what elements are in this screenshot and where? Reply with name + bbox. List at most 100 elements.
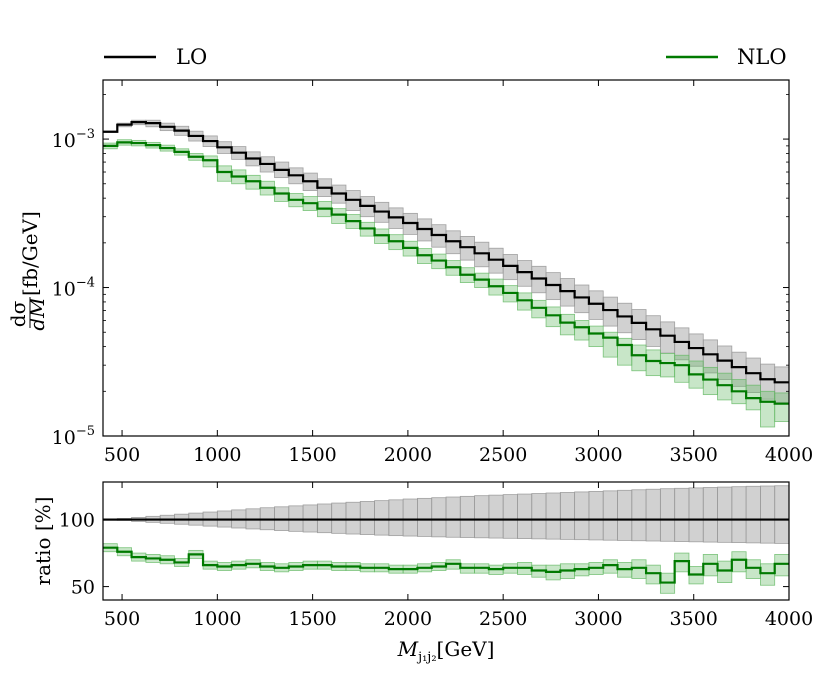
svg-text:Mj₁j₂[GeV]: Mj₁j₂[GeV]: [397, 637, 495, 665]
main-bands: [102, 119, 790, 428]
ratio-lo-band-bin: [502, 494, 518, 539]
main-lo-band-bin: [502, 254, 518, 281]
main-nlo-band-bin: [674, 354, 690, 383]
x-tick-label: 500: [104, 444, 140, 466]
legend-lo-label: LO: [176, 45, 207, 69]
ratio-nlo-band-bin: [774, 554, 790, 577]
ratio-lo-band-bin: [717, 486, 733, 543]
main-lo-band-bin: [474, 241, 490, 268]
main-nlo-band-bin: [559, 313, 576, 336]
main-nlo-band-bin: [517, 292, 533, 311]
ratio-lo-band-bin: [417, 497, 433, 537]
main-frame: [102, 79, 790, 437]
ratio-lo-band-bin: [559, 492, 576, 540]
main-y-axis-label: dσ dM [fb/GeV]: [6, 211, 49, 330]
ratio-lo-band-bin: [531, 493, 547, 540]
main-nlo-band-bin: [631, 344, 647, 372]
ratio-frame: [102, 481, 790, 601]
legend: LO NLO: [104, 45, 787, 69]
ratio-nlo-band-bin: [731, 551, 747, 573]
main-lo-band-bin: [517, 260, 533, 287]
ylabel-fraction-denominator: dM: [25, 297, 49, 331]
ratio-lo-band-bin: [774, 485, 790, 544]
main-lo-band-bin: [617, 302, 633, 334]
ratio-nlo-band-bin: [745, 559, 761, 579]
ratio-lo-band-bin: [445, 496, 461, 538]
main-lo-band-bin: [559, 278, 576, 307]
main-lines: [103, 121, 789, 405]
main-lo-band-bin: [588, 290, 604, 320]
main-lo-band-bin: [545, 272, 561, 301]
ratio-lo-band-bin: [431, 497, 447, 538]
main-panel: 500 1000 1500 2000 2500 3000 3500 4000 10−3 10−4 1…: [6, 79, 813, 466]
main-lo-band-bin: [602, 296, 618, 327]
ratio-lo-band-bin: [474, 495, 490, 539]
main-lo-band-bin: [659, 321, 676, 354]
ylabel-unit: [fb/GeV]: [18, 211, 42, 296]
ratio-bands: [102, 485, 790, 594]
ratio-nlo-line: [103, 546, 789, 584]
ratio-lo-band-bin: [688, 487, 704, 543]
ratio-panel: 500 1000 1500 2000 2500 3000 3500 4000 50 100 rat…: [31, 481, 813, 665]
ratio-lo-band-bin: [745, 485, 761, 544]
ratio-lo-band-bin: [459, 495, 475, 538]
ratio-lo-band-bin: [760, 485, 776, 544]
main-lo-line: [103, 121, 789, 384]
xlabel-sub: j₁j₂: [416, 650, 436, 665]
x-tick-label: 1500: [288, 608, 336, 630]
main-nlo-band-bin: [588, 325, 604, 348]
x-tick-label: 3500: [670, 444, 718, 466]
x-tick-label: 2500: [479, 444, 527, 466]
main-nlo-band-bin: [702, 366, 718, 396]
ratio-lo-band-bin: [374, 500, 390, 536]
y-tick-label: 10−3: [52, 127, 95, 152]
ratio-lo-band-bin: [359, 501, 375, 535]
main-lo-band-bin: [574, 284, 590, 314]
ratio-lo-band-bin: [659, 488, 676, 542]
ratio-lo-band-bin: [645, 488, 661, 542]
legend-nlo-label: NLO: [737, 45, 787, 69]
ratio-lo-band-bin: [402, 498, 418, 537]
ratio-nlo-band-bin: [760, 563, 776, 586]
y-tick-label: 50: [71, 577, 95, 599]
x-tick-label: 3000: [574, 444, 622, 466]
ratio-lo-band-bin: [316, 503, 333, 534]
ratio-y-axis-label: ratio [%]: [31, 497, 55, 586]
ylabel-fraction-numerator: dσ: [6, 300, 30, 327]
ratio-lo-band-bin: [702, 487, 718, 543]
main-nlo-band-bin: [574, 320, 590, 341]
ratio-lo-band-bin: [631, 489, 647, 542]
ratio-nlo-band-bin: [717, 560, 733, 583]
main-nlo-band-bin: [545, 306, 561, 328]
ratio-lo-band-bin: [331, 502, 347, 534]
ratio-nlo-band-bin: [631, 559, 647, 579]
x-tick-label: 3000: [574, 608, 622, 630]
x-tick-label: 3500: [670, 608, 718, 630]
ratio-lines: [103, 518, 789, 584]
y-tick-label: 100: [59, 510, 95, 532]
ratio-lo-band-bin: [674, 487, 690, 542]
main-nlo-band-bin: [659, 353, 676, 378]
ratio-lo-band-bin: [545, 492, 561, 540]
y-tick-label: 10−5: [52, 424, 95, 449]
main-lo-band-bin: [645, 315, 661, 347]
main-nlo-band-bin: [602, 331, 618, 358]
x-tick-label: 500: [104, 608, 140, 630]
xlabel-unit: [GeV]: [437, 637, 495, 661]
main-nlo-band-bin: [774, 392, 790, 423]
x-tick-label: 1500: [288, 444, 336, 466]
ratio-lo-band-bin: [488, 494, 504, 539]
ratio-nlo-band-bin: [702, 554, 718, 577]
main-lo-band-bin: [631, 309, 647, 340]
x-tick-label: 1000: [193, 444, 241, 466]
x-tick-label: 2000: [384, 608, 432, 630]
main-nlo-band-bin: [617, 337, 633, 366]
main-nlo-band-bin: [331, 208, 347, 224]
ratio-nlo-band-bin: [602, 559, 618, 574]
x-tick-label: 1000: [193, 608, 241, 630]
main-nlo-band-bin: [274, 187, 290, 202]
main-nlo-band-bin: [531, 299, 547, 319]
x-tick-label: 4000: [765, 444, 813, 466]
ratio-lo-band-bin: [345, 501, 361, 535]
xlabel-base: M: [397, 637, 419, 661]
